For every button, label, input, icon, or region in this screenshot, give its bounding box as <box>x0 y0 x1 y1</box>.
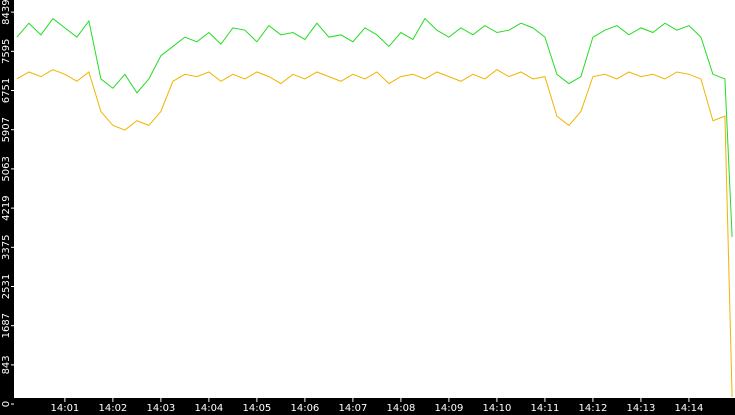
x-tick-label: 14:13 <box>627 403 656 414</box>
y-tick-label: 3375 <box>1 235 12 260</box>
y-tick-label: 7595 <box>1 39 12 64</box>
plot-area <box>16 17 733 398</box>
y-axis-strip <box>0 0 14 415</box>
y-tick-label: 5063 <box>1 156 12 181</box>
x-tick-label: 14:02 <box>98 403 127 414</box>
x-tick-label: 14:03 <box>146 403 175 414</box>
x-tick-label: 14:08 <box>386 403 415 414</box>
y-tick-label: 843 <box>1 355 12 374</box>
x-tick-label: 14:01 <box>50 403 79 414</box>
x-tick-label: 14:11 <box>530 403 559 414</box>
x-tick-label: 14:12 <box>578 403 607 414</box>
y-tick-label: 1687 <box>1 313 12 338</box>
y-tick-label: 4219 <box>1 195 12 220</box>
series-line <box>16 69 733 398</box>
y-tick-label: 5907 <box>1 117 12 142</box>
x-axis-strip <box>0 398 735 415</box>
y-tick-label: 6751 <box>1 78 12 103</box>
x-tick-label: 14:04 <box>194 403 223 414</box>
x-tick-label: 14:09 <box>434 403 463 414</box>
x-tick-label: 14:14 <box>675 403 704 414</box>
y-tick-label: 8439 <box>1 0 12 25</box>
series-line <box>16 17 733 237</box>
y-tick-label: 2531 <box>1 274 12 299</box>
x-tick-label: 14:10 <box>482 403 511 414</box>
x-tick-label: 14:07 <box>338 403 367 414</box>
x-tick-label: 14:06 <box>290 403 319 414</box>
y-tick-label: 0 <box>1 401 12 407</box>
x-tick-label: 14:05 <box>242 403 271 414</box>
